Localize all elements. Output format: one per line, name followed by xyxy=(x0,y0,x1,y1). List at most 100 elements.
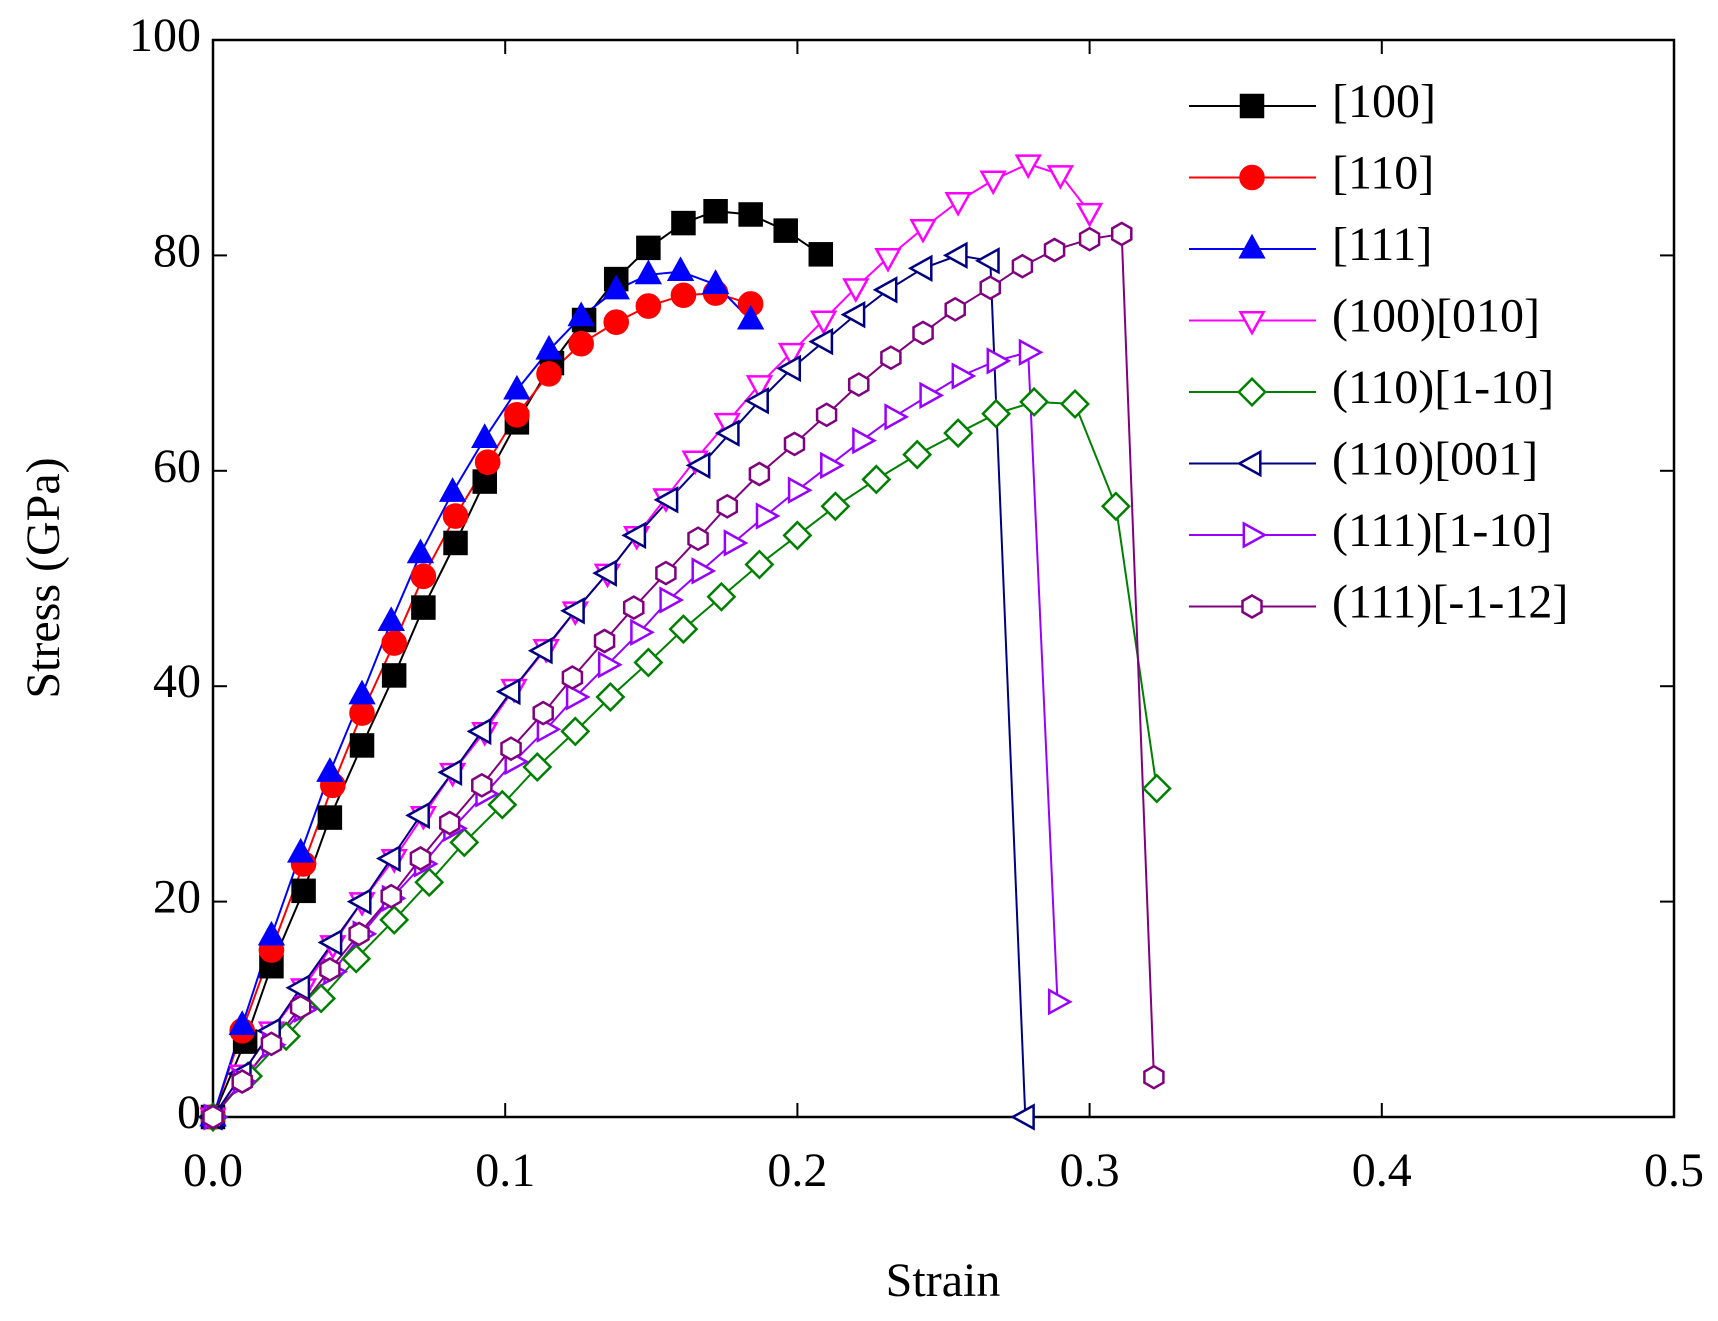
marker xyxy=(1100,491,1131,522)
y-axis-label: Stress (GPa) xyxy=(17,457,70,698)
marker xyxy=(787,476,813,504)
marker xyxy=(744,387,769,415)
marker xyxy=(500,736,522,762)
marker xyxy=(744,549,775,580)
x-tick-label: 0.5 xyxy=(1644,1144,1704,1197)
marker xyxy=(466,717,492,746)
x-tick-label: 0.4 xyxy=(1352,1144,1412,1197)
marker xyxy=(474,449,501,475)
marker xyxy=(666,256,695,282)
marker xyxy=(532,700,554,726)
marker xyxy=(703,198,728,224)
marker xyxy=(979,275,1002,301)
series-line xyxy=(212,400,1158,1118)
marker xyxy=(471,423,499,448)
legend-label: [110] xyxy=(1332,147,1434,200)
marker xyxy=(405,801,430,830)
series-line xyxy=(212,254,1027,1118)
marker xyxy=(872,276,898,304)
marker xyxy=(285,974,311,1002)
marker xyxy=(560,597,585,625)
series-line xyxy=(212,292,751,1118)
series-line xyxy=(212,351,1059,1118)
marker xyxy=(1010,1103,1035,1131)
marker xyxy=(348,679,376,705)
x-tick-label: 0.1 xyxy=(475,1144,535,1197)
marker xyxy=(317,805,343,830)
marker xyxy=(348,921,370,947)
marker xyxy=(944,296,966,322)
marker xyxy=(411,595,436,620)
marker xyxy=(317,928,343,957)
marker xyxy=(409,846,432,871)
marker xyxy=(842,278,870,303)
marker xyxy=(909,218,937,244)
marker xyxy=(1075,202,1104,228)
marker xyxy=(1143,1064,1165,1090)
marker xyxy=(691,557,717,585)
y-tick-label: 60 xyxy=(153,440,201,493)
marker xyxy=(942,241,968,270)
marker xyxy=(560,716,591,747)
marker xyxy=(840,300,866,329)
marker xyxy=(592,559,617,587)
marker xyxy=(291,878,316,904)
plot-frame xyxy=(211,38,1676,1119)
marker xyxy=(341,943,372,974)
marker xyxy=(380,883,403,909)
marker xyxy=(670,282,697,309)
legend-label: (111)[1-10] xyxy=(1332,504,1552,557)
marker xyxy=(706,581,737,612)
marker xyxy=(1060,389,1090,419)
marker xyxy=(1047,988,1073,1016)
marker xyxy=(1014,154,1042,180)
marker xyxy=(1011,253,1034,279)
marker xyxy=(286,837,315,863)
legend-marker xyxy=(1238,311,1266,336)
marker xyxy=(597,650,623,679)
marker xyxy=(975,247,1000,275)
marker xyxy=(635,293,662,319)
marker xyxy=(536,361,562,387)
marker xyxy=(782,520,813,551)
marker xyxy=(202,1104,224,1130)
legend-marker xyxy=(1239,93,1265,119)
marker xyxy=(1078,226,1101,252)
marker xyxy=(449,827,480,858)
marker xyxy=(565,683,591,711)
marker xyxy=(1141,773,1172,804)
marker xyxy=(522,752,553,782)
marker xyxy=(808,242,834,267)
legend-label: [111] xyxy=(1332,218,1432,271)
y-tick-label: 80 xyxy=(153,224,201,277)
legend-marker xyxy=(1237,377,1267,407)
marker xyxy=(376,844,401,873)
marker xyxy=(655,560,677,586)
marker xyxy=(736,304,765,330)
marker xyxy=(668,614,699,645)
marker xyxy=(504,401,530,428)
y-tick-label: 100 xyxy=(129,9,201,62)
marker xyxy=(1043,237,1066,263)
marker xyxy=(503,374,531,400)
marker xyxy=(701,269,730,294)
marker xyxy=(1046,165,1075,190)
marker xyxy=(783,431,806,457)
marker xyxy=(861,464,892,495)
legend-marker xyxy=(1242,521,1268,549)
marker xyxy=(443,530,468,556)
legend-label: (111)[-1-12] xyxy=(1332,576,1568,629)
marker xyxy=(847,372,870,398)
marker xyxy=(377,606,405,632)
marker xyxy=(671,210,696,236)
marker xyxy=(685,451,711,480)
marker xyxy=(919,381,945,410)
legend-marker xyxy=(1239,164,1265,191)
marker xyxy=(820,451,845,480)
marker xyxy=(745,375,774,400)
marker xyxy=(406,538,435,564)
marker xyxy=(808,327,834,356)
marker xyxy=(621,521,647,550)
marker xyxy=(874,248,902,273)
